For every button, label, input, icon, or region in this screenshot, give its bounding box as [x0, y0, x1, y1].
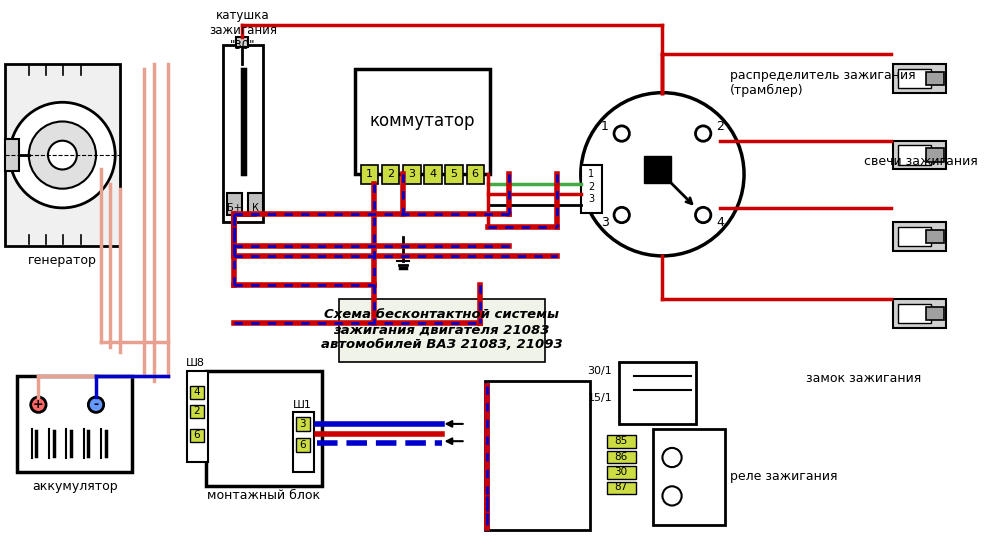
Text: 1: 1	[588, 169, 595, 179]
Text: 6: 6	[472, 169, 479, 179]
Bar	[926, 307, 943, 320]
Circle shape	[88, 397, 103, 412]
Bar	[247, 193, 263, 215]
Bar	[446, 165, 463, 184]
Text: 3: 3	[299, 419, 306, 429]
Circle shape	[10, 102, 115, 208]
Circle shape	[662, 448, 681, 467]
Circle shape	[614, 126, 630, 141]
Bar	[607, 482, 636, 494]
Bar	[467, 165, 484, 184]
Text: 4: 4	[429, 169, 437, 179]
Bar	[207, 371, 322, 486]
Text: распределитель зажигания
(трамблер): распределитель зажигания (трамблер)	[730, 69, 916, 97]
Bar	[226, 193, 242, 215]
Text: 4: 4	[716, 216, 724, 229]
Text: 85: 85	[615, 436, 628, 446]
Text: 4: 4	[194, 387, 201, 397]
Text: 87: 87	[615, 482, 628, 492]
Bar	[893, 64, 945, 93]
Bar	[296, 417, 310, 431]
Bar	[5, 139, 19, 171]
Text: аккумулятор: аккумулятор	[32, 480, 118, 493]
Bar	[893, 299, 945, 328]
Circle shape	[581, 93, 744, 256]
Text: генератор: генератор	[28, 254, 97, 267]
Circle shape	[29, 121, 96, 189]
Bar	[926, 149, 943, 162]
Text: Ш1: Ш1	[293, 400, 312, 410]
Text: 2: 2	[588, 182, 595, 192]
Text: 1: 1	[601, 120, 609, 133]
Bar	[382, 165, 399, 184]
Bar	[361, 165, 378, 184]
Bar	[607, 466, 636, 479]
Text: К: К	[252, 203, 259, 213]
Circle shape	[662, 486, 681, 506]
Text: Схема бесконтактной системы
зажигания двигателя 21083
автомобилей ВАЗ 21083, 210: Схема бесконтактной системы зажигания дв…	[321, 308, 562, 351]
Text: свечи зажигания: свечи зажигания	[864, 155, 978, 168]
Bar	[607, 435, 636, 448]
Text: -: -	[93, 398, 98, 411]
Text: катушка
зажигания
"30": катушка зажигания "30"	[209, 9, 277, 52]
Circle shape	[614, 207, 630, 223]
Bar	[926, 72, 943, 85]
Bar	[190, 429, 205, 442]
Bar	[898, 304, 931, 323]
Bar	[898, 145, 931, 165]
Text: 3: 3	[601, 216, 609, 229]
Bar	[898, 69, 931, 88]
Circle shape	[31, 397, 46, 412]
Bar	[403, 165, 420, 184]
Text: коммутатор: коммутатор	[369, 112, 476, 130]
Text: монтажный блок: монтажный блок	[208, 489, 321, 502]
Bar	[5, 64, 120, 246]
Text: Ш8: Ш8	[186, 358, 205, 369]
Bar	[222, 45, 263, 222]
Text: 2: 2	[387, 169, 394, 179]
Text: 2: 2	[716, 120, 724, 133]
Bar	[424, 165, 442, 184]
Text: 30: 30	[615, 467, 628, 477]
Text: реле зажигания: реле зажигания	[730, 470, 837, 483]
Circle shape	[695, 126, 711, 141]
Text: +: +	[33, 398, 44, 411]
Bar	[190, 405, 205, 418]
Bar	[607, 451, 636, 463]
Text: 6: 6	[194, 430, 201, 441]
Bar	[17, 376, 132, 472]
Bar	[188, 371, 209, 462]
Text: 86: 86	[615, 452, 628, 461]
Bar	[620, 361, 696, 424]
Bar	[190, 385, 205, 399]
Text: 5: 5	[451, 169, 458, 179]
Bar	[236, 37, 247, 46]
Text: 30/1: 30/1	[588, 366, 613, 376]
Text: 6: 6	[299, 440, 306, 450]
Text: 3: 3	[588, 194, 595, 204]
Circle shape	[48, 141, 76, 169]
Text: 3: 3	[408, 169, 415, 179]
Bar	[926, 230, 943, 244]
Text: замок зажигания: замок зажигания	[806, 372, 922, 385]
Bar	[652, 429, 725, 525]
Bar	[893, 141, 945, 169]
Text: Б+: Б+	[226, 203, 241, 213]
Bar	[296, 438, 310, 452]
Bar	[581, 165, 602, 213]
Bar	[355, 69, 490, 174]
Bar	[293, 412, 314, 472]
Text: 15/1: 15/1	[588, 393, 613, 403]
Bar	[893, 222, 945, 251]
Text: 2: 2	[194, 406, 201, 417]
Bar	[485, 381, 591, 530]
Text: 1: 1	[366, 169, 373, 179]
Bar	[898, 227, 931, 246]
Bar	[339, 299, 545, 361]
Circle shape	[695, 207, 711, 223]
